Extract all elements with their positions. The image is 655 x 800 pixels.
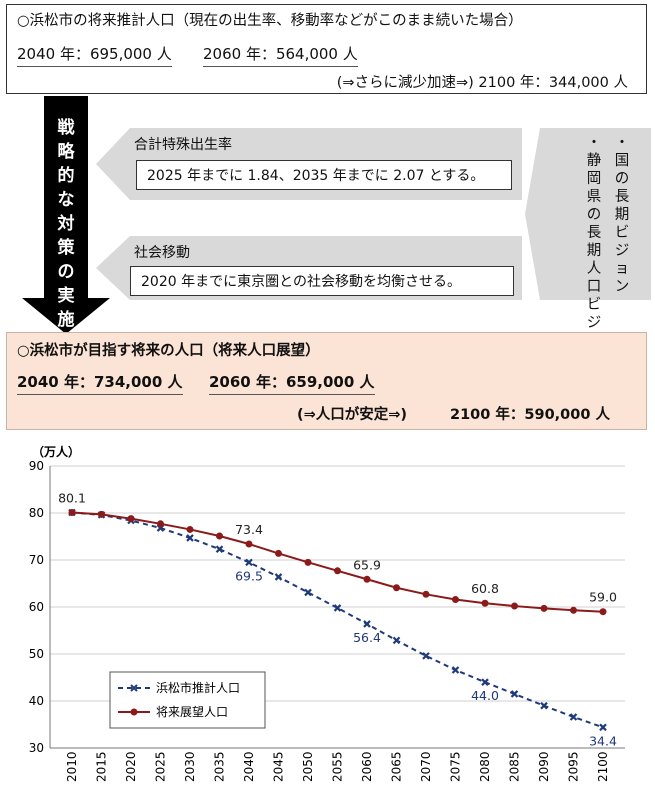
x-tick-label: 2020 xyxy=(124,751,138,782)
series-line xyxy=(71,511,604,613)
legend-box xyxy=(109,671,266,729)
target-marker xyxy=(599,608,607,616)
x-tick-label: 2090 xyxy=(537,751,551,782)
legend-marker xyxy=(130,684,138,692)
target-marker xyxy=(275,549,282,557)
x-tick-label: 2065 xyxy=(390,751,404,782)
x-tick-label: 2055 xyxy=(331,751,345,782)
target-marker xyxy=(452,595,459,603)
target-marker xyxy=(186,525,194,533)
target-marker xyxy=(216,532,223,540)
birth-rate-text: 2025 年までに 1.84、2035 年までに 2.07 とする。 xyxy=(136,160,512,190)
estimate-marker xyxy=(363,620,371,628)
x-tick-label: 2045 xyxy=(272,751,286,782)
target-marker xyxy=(245,540,253,548)
y-tick-label: 60 xyxy=(29,600,44,614)
data-label: 59.0 xyxy=(589,590,617,605)
y-tick-label: 40 xyxy=(29,694,44,708)
target-marker xyxy=(98,510,105,518)
estimate-marker xyxy=(392,636,401,645)
x-tick-label: 2035 xyxy=(213,751,227,782)
target-marker xyxy=(481,599,489,607)
current-projection-title: ○浜松市の将来推計人口（現在の出生率、移動率などがこのまま続いた場合） xyxy=(17,13,523,29)
estimate-marker xyxy=(422,652,430,660)
data-label: 69.5 xyxy=(235,568,263,583)
target-marker xyxy=(157,520,164,528)
x-tick-label: 2060 xyxy=(360,751,374,782)
current-pop-2060: 2060 年：564,000 人 xyxy=(203,43,358,67)
y-unit-label: （万人） xyxy=(32,444,80,459)
x-tick-label: 2100 xyxy=(596,751,610,782)
x-tick-label: 2040 xyxy=(242,751,256,782)
x-tick-label: 2080 xyxy=(478,751,492,782)
strategy-arrow xyxy=(22,96,110,334)
x-tick-label: 2015 xyxy=(95,751,109,782)
migration-text: 2020 年までに東京圏との社会移動を均衡させる。 xyxy=(130,266,514,296)
current-projection-box: ○浜松市の将来推計人口（現在の出生率、移動率などがこのまま続いた場合） 2040… xyxy=(6,4,647,94)
birth-rate-label: 合計特殊出生率 xyxy=(134,137,232,153)
data-label: 60.8 xyxy=(471,581,499,596)
estimate-marker xyxy=(451,666,460,674)
x-tick-label: 2030 xyxy=(183,751,197,782)
target-projection-box: ○浜松市が目指す将来の人口（将来人口展望） 2040 年：734,000 人 2… xyxy=(6,332,647,430)
estimate-marker xyxy=(215,545,224,553)
x-tick-label: 2050 xyxy=(301,751,315,782)
target-marker xyxy=(334,567,341,575)
data-label: 73.4 xyxy=(235,522,263,537)
legend-label: 浜松市推計人口 xyxy=(156,680,240,695)
estimate-marker xyxy=(333,604,342,612)
data-label: 65.9 xyxy=(353,557,381,572)
x-tick-label: 2095 xyxy=(567,751,581,782)
target-marker xyxy=(511,602,518,610)
population-chart: （万人） 30 40 50 60 70 80 90 2010 2015 2020 2025 2030 20… xyxy=(29,444,625,782)
target-pop-2100: 2100 年：590,000 人 xyxy=(450,407,610,423)
estimate-marker xyxy=(274,573,283,581)
x-tick-label: 2070 xyxy=(419,751,433,782)
target-marker xyxy=(304,558,312,566)
vision-panel-shape xyxy=(525,128,651,300)
target-marker xyxy=(68,509,76,517)
data-label: 56.4 xyxy=(353,630,381,645)
estimate-marker xyxy=(304,588,312,597)
y-tick-label: 30 xyxy=(29,741,44,755)
x-tick-label: 2025 xyxy=(154,751,168,782)
data-label: 80.1 xyxy=(58,491,86,506)
x-tick-label: 2085 xyxy=(508,751,522,782)
strategy-label: 戦略的な対策の実施 xyxy=(57,118,75,330)
target-marker xyxy=(540,604,548,612)
legend-marker xyxy=(130,708,138,716)
x-tick-label: 2075 xyxy=(449,751,463,782)
migration-label: 社会移動 xyxy=(134,245,190,261)
y-tick-label: 80 xyxy=(29,506,44,520)
estimate-marker xyxy=(569,713,578,721)
target-marker xyxy=(127,515,135,523)
estimate-marker xyxy=(510,690,519,698)
y-tick-label: 50 xyxy=(29,647,44,661)
target-marker xyxy=(393,584,400,592)
vision-national: ・国の長期ビジョン xyxy=(614,135,630,295)
target-stable-note: (⇒人口が安定⇒) xyxy=(297,407,408,423)
legend-label: 将来展望人口 xyxy=(156,705,228,719)
target-pop-2060: 2060 年：659,000 人 xyxy=(209,371,375,395)
x-tick-label: 2010 xyxy=(65,751,79,782)
target-marker xyxy=(422,590,430,598)
target-marker xyxy=(570,606,577,614)
estimate-marker xyxy=(481,678,489,686)
current-pop-2100: (⇒さらに減少加速⇒) 2100 年：344,000 人 xyxy=(336,75,628,91)
y-tick-label: 70 xyxy=(29,553,44,567)
target-pop-2040: 2040 年：734,000 人 xyxy=(17,371,183,395)
y-tick-label: 90 xyxy=(29,459,44,473)
estimate-marker xyxy=(599,723,607,732)
target-marker xyxy=(363,575,371,583)
target-projection-title: ○浜松市が目指す将来の人口（将来人口展望） xyxy=(17,343,320,359)
current-pop-2040: 2040 年：695,000 人 xyxy=(17,43,172,67)
data-label: 44.0 xyxy=(471,688,499,703)
estimate-marker xyxy=(245,558,253,567)
data-label: 34.4 xyxy=(589,733,617,748)
estimate-marker xyxy=(186,534,194,542)
estimate-marker xyxy=(540,701,548,710)
